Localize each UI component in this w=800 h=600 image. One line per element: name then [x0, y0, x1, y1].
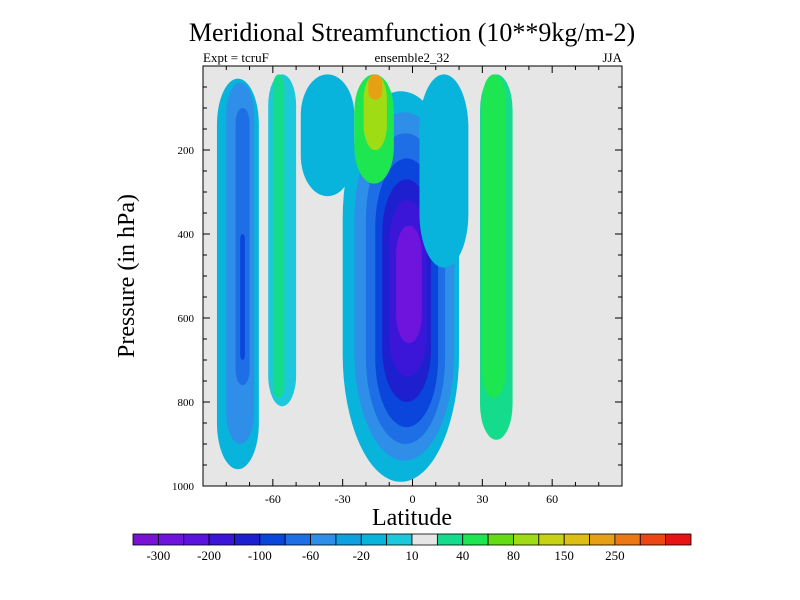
x-tick-label: 30: [476, 492, 488, 506]
colorbar-box: [411, 533, 438, 546]
colorbar-label: 250: [605, 548, 625, 563]
colorbar-box: [462, 533, 489, 546]
y-tick-label: 400: [178, 229, 195, 241]
y-tick-label: 1000: [172, 481, 195, 493]
colorbar-box: [284, 533, 311, 546]
experiment-annotation: Expt = tcruF: [203, 50, 269, 65]
colorbar-box: [157, 533, 185, 546]
colorbar-box: [259, 533, 286, 546]
colorbar-box: [614, 533, 641, 546]
colorbar-box: [538, 533, 565, 546]
colorbar-box: [436, 533, 464, 546]
colorbar-label: -60: [302, 548, 319, 563]
colorbar-box: [234, 533, 261, 546]
colorbar-box: [360, 533, 388, 546]
y-tick-label: 800: [178, 397, 195, 409]
colorbar-box: [513, 533, 540, 546]
colorbar-box: [132, 533, 159, 546]
colorbar-label: 80: [507, 548, 520, 563]
northern-positive-cell-inner: [482, 74, 506, 398]
season-annotation: JJA: [602, 50, 622, 65]
colorbar-label: 150: [554, 548, 574, 563]
x-tick-label: 0: [410, 492, 416, 506]
colorbar-label: -300: [146, 548, 170, 563]
chart-title: Meridional Streamfunction (10**9kg/m-2): [189, 18, 635, 47]
colorbar-box: [183, 533, 210, 546]
colorbar-label: -200: [197, 548, 221, 563]
y-tick-label: 600: [178, 313, 195, 325]
colorbar-box: [208, 533, 235, 546]
colorbar: -300 -200 -100 -60 -20 10 40 80 150 250: [132, 533, 692, 563]
colorbar-box: [563, 533, 590, 546]
y-axis-ticks: 200 400 600 800 1000: [172, 65, 622, 493]
upper-southern-cell: [300, 74, 355, 197]
x-tick-label: 60: [546, 492, 558, 506]
northern-negative-cell: [419, 74, 469, 268]
colorbar-label: -100: [248, 548, 272, 563]
ensemble-annotation: ensemble2_32: [374, 50, 449, 65]
x-axis-ticks: -60 -30 0 30 60: [202, 66, 623, 506]
colorbar-label: 10: [406, 548, 419, 563]
contour-regions: [216, 74, 513, 482]
x-axis-label: Latitude: [372, 505, 452, 531]
colorbar-box: [310, 533, 337, 546]
colorbar-box: [386, 533, 413, 546]
southern-positive-cell-inner: [272, 74, 285, 398]
colorbar-box: [665, 533, 692, 546]
y-axis-label: Pressure (in hPa): [114, 194, 140, 358]
winter-hadley-cell-core: [396, 225, 422, 344]
colorbar-box: [589, 533, 616, 546]
colorbar-box: [639, 533, 667, 546]
x-tick-label: -30: [335, 492, 351, 506]
x-tick-label: -60: [265, 492, 281, 506]
colorbar-box: [487, 533, 514, 546]
colorbar-box: [335, 533, 362, 546]
stratospheric-cell-core: [368, 74, 383, 100]
southern-outer-cell-core: [240, 234, 245, 360]
colorbar-label: -20: [353, 548, 370, 563]
y-tick-label: 200: [178, 145, 195, 157]
colorbar-label: 40: [456, 548, 469, 563]
